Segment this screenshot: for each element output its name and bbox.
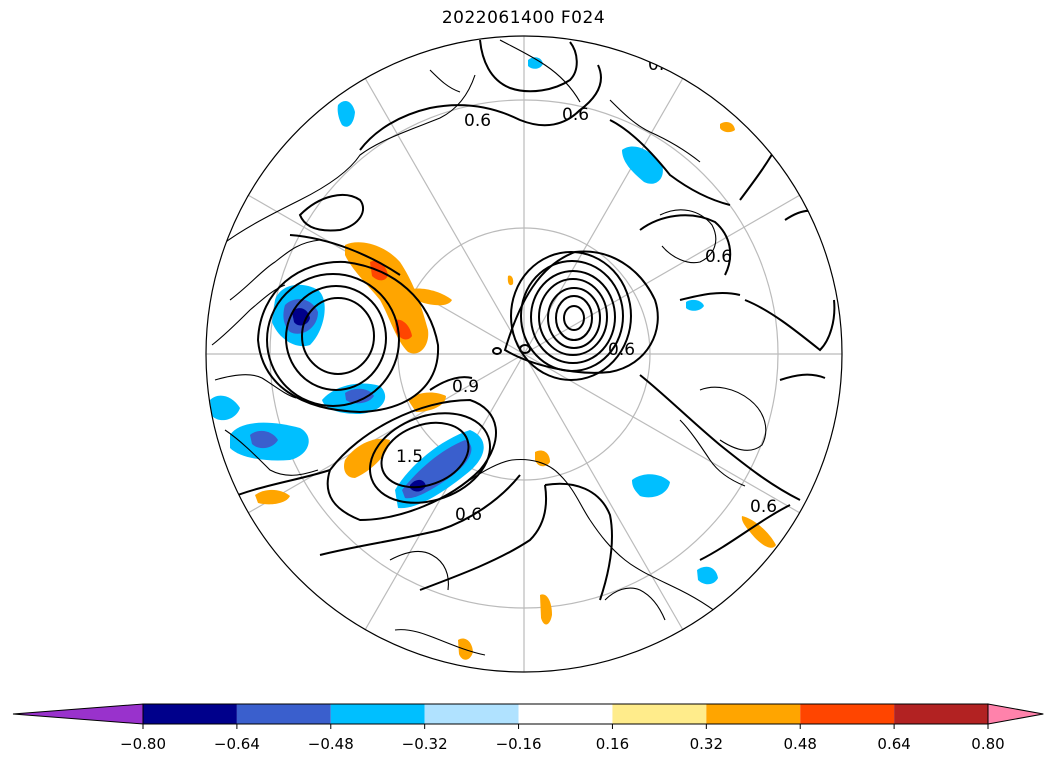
svg-text:0.6: 0.6: [455, 505, 482, 525]
map-boundary: [205, 35, 843, 673]
colorbar-ticks: −0.80 −0.64 −0.48 −0.32 −0.16 0.16 0.32 0.48 0.6…: [120, 724, 1005, 753]
colorbar-extend-high: [987, 703, 1044, 725]
colorbar-swatch: [143, 704, 237, 724]
colorbar-tick-label: −0.48: [308, 735, 354, 753]
colorbar-swatch: [612, 704, 707, 724]
colorbar-swatch: [706, 704, 801, 724]
colorbar-swatches: [12, 703, 1044, 725]
colorbar-swatch: [236, 704, 331, 724]
height-contours: [224, 39, 836, 601]
colorbar-tick-label: 0.64: [877, 735, 910, 753]
colorbar-swatch: [330, 704, 425, 724]
svg-text:0.9: 0.9: [452, 377, 479, 397]
colorbar-swatch: [894, 704, 988, 724]
polar-map: 0.6 0.6 0.6 0.9 1.5 0.6 0.6 0.6 0.6: [205, 35, 843, 673]
colorbar-tick-label: 0.16: [596, 735, 629, 753]
svg-text:0.6: 0.6: [750, 497, 777, 517]
colorbar-tick-label: −0.16: [496, 735, 542, 753]
colorbar-tick-label: 0.32: [690, 735, 723, 753]
negative-anomaly-fills: [210, 57, 718, 585]
colorbar-outline: [142, 703, 989, 725]
svg-text:0.6: 0.6: [705, 247, 732, 267]
colorbar-swatch: [424, 704, 519, 724]
svg-text:0.6: 0.6: [562, 105, 589, 125]
colorbar-extend-low: [12, 703, 144, 725]
colorbar-tick-label: 0.48: [784, 735, 817, 753]
svg-text:0.6: 0.6: [608, 340, 635, 360]
coastlines: [211, 39, 767, 656]
colorbar-swatch: [800, 704, 895, 724]
pole-markers: [492, 344, 531, 355]
svg-text:0.6: 0.6: [464, 111, 491, 131]
colorbar: −0.80 −0.64 −0.48 −0.32 −0.16 0.16 0.32 0.48 0.6…: [12, 703, 1044, 753]
svg-text:1.5: 1.5: [396, 447, 423, 467]
graticule: [206, 36, 842, 672]
colorbar-tick-label: −0.32: [402, 735, 448, 753]
colorbar-swatch: [518, 704, 613, 724]
colorbar-tick-label: −0.80: [120, 735, 166, 753]
colorbar-tick-label: −0.64: [214, 735, 260, 753]
colorbar-tick-label: 0.80: [971, 735, 1004, 753]
chart-title: 2022061400 F024: [441, 8, 606, 28]
